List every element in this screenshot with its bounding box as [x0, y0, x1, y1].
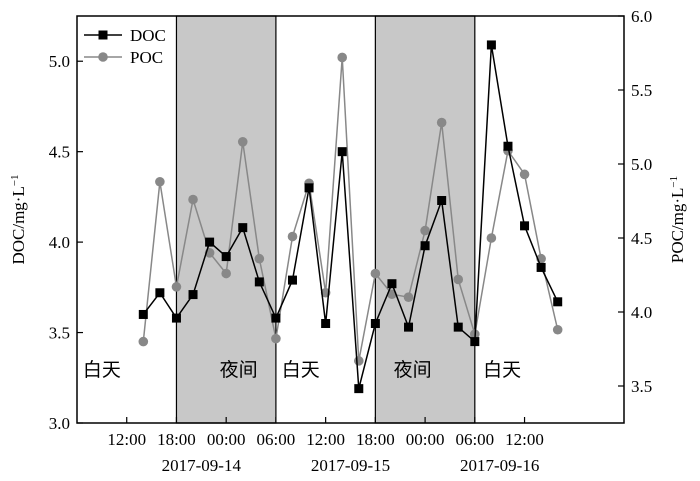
- poc-point: [370, 268, 381, 279]
- legend-poc-marker: [98, 52, 108, 62]
- x-tick-label: 00:00: [406, 430, 445, 449]
- period-label: 夜间: [394, 359, 432, 381]
- x-tick-label: 12:00: [306, 430, 345, 449]
- poc-point: [486, 233, 497, 243]
- poc-point: [337, 52, 348, 63]
- y-left-tick-label: 4.0: [49, 233, 70, 252]
- doc-point: [188, 290, 198, 300]
- x-tick-label: 06:00: [257, 430, 296, 449]
- night-band: [175, 15, 277, 424]
- doc-point: [221, 252, 231, 262]
- poc-point: [287, 231, 298, 242]
- period-label: 白天: [483, 359, 521, 381]
- axis-labels: 12:00 18:00 00:00 06:00 12:00 18:00 00:00 06:00…: [9, 7, 687, 475]
- y-right-tick-label: 3.5: [631, 377, 652, 396]
- poc-point: [171, 282, 182, 292]
- x-tick-label: 18:00: [157, 430, 196, 449]
- doc-point: [171, 313, 181, 323]
- poc-point: [436, 117, 447, 128]
- date-label: 2017-09-14: [162, 456, 242, 475]
- y-right-tick-label: 4.0: [631, 303, 652, 322]
- y-left-tick-label: 3.5: [49, 324, 70, 343]
- axis-ticks: [77, 15, 624, 424]
- poc-point: [188, 194, 198, 205]
- doc-point: [420, 241, 430, 251]
- doc-point: [254, 277, 264, 287]
- date-label: 2017-09-15: [311, 456, 390, 475]
- poc-point: [221, 268, 231, 279]
- night-band: [374, 15, 476, 424]
- legend-poc-label: POC: [130, 48, 163, 67]
- y-left-axis-title-text: DOC/mg·L: [9, 186, 28, 264]
- doc-point: [321, 319, 331, 329]
- poc-point: [420, 225, 430, 236]
- doc-point: [138, 309, 148, 319]
- y-left-tick-label: 4.5: [49, 143, 70, 162]
- y-left-tick-label: 5.0: [49, 52, 70, 71]
- x-tick-label: 12:00: [107, 430, 146, 449]
- poc-point: [453, 274, 464, 285]
- x-tick-label: 12:00: [505, 430, 544, 449]
- doc-point: [470, 337, 480, 347]
- y-right-axis-title: POC/mg·L−1: [668, 176, 687, 263]
- x-tick-label: 06:00: [455, 430, 494, 449]
- doc-point: [287, 275, 297, 285]
- poc-point: [254, 253, 265, 264]
- y-left-axis-title: DOC/mg·L−1: [9, 174, 28, 264]
- poc-point: [353, 356, 364, 366]
- doc-point: [453, 322, 463, 332]
- doc-point: [370, 319, 380, 329]
- period-label: 白天: [282, 359, 320, 381]
- y-right-axis-title-superscript: −1: [668, 176, 680, 188]
- doc-point: [205, 237, 215, 247]
- legend-doc-label: DOC: [130, 26, 166, 45]
- doc-point: [437, 196, 447, 206]
- poc-point: [552, 324, 563, 335]
- doc-point: [238, 223, 248, 233]
- legend: DOC POC: [84, 26, 166, 67]
- y-right-tick-label: 6.0: [631, 7, 652, 26]
- poc-point: [155, 176, 165, 187]
- poc-point: [138, 336, 149, 347]
- x-tick-label: 18:00: [356, 430, 395, 449]
- period-labels: 白天 夜间 白天 夜间 白天: [83, 359, 521, 381]
- period-label: 夜间: [220, 359, 258, 381]
- poc-point: [271, 333, 281, 344]
- series-layer: [138, 40, 563, 394]
- doc-point: [553, 297, 563, 307]
- doc-point: [337, 147, 347, 157]
- poc-point: [237, 137, 248, 147]
- x-tick-label: 00:00: [207, 430, 246, 449]
- doc-point: [354, 384, 364, 394]
- legend-doc-marker: [98, 30, 108, 40]
- doc-point: [520, 221, 530, 231]
- y-left-tick-label: 3.0: [49, 414, 70, 433]
- y-right-tick-label: 5.5: [631, 81, 652, 100]
- y-right-tick-label: 5.0: [631, 155, 652, 174]
- doc-point: [486, 40, 496, 50]
- y-left-axis-title-superscript: −1: [9, 174, 21, 186]
- doc-point: [271, 313, 281, 323]
- doc-point: [387, 279, 397, 289]
- period-label: 白天: [83, 359, 121, 381]
- night-bands: [175, 15, 476, 424]
- y-right-tick-label: 4.5: [631, 229, 652, 248]
- doc-point: [536, 262, 546, 272]
- plot-frame: [76, 15, 625, 424]
- doc-point: [155, 288, 165, 298]
- doc-point: [304, 183, 314, 193]
- doc-point: [404, 322, 414, 332]
- poc-point: [519, 169, 530, 180]
- poc-point: [403, 292, 414, 303]
- doc-point: [503, 141, 513, 151]
- date-label: 2017-09-16: [460, 456, 539, 475]
- y-right-axis-title-text: POC/mg·L: [668, 188, 687, 264]
